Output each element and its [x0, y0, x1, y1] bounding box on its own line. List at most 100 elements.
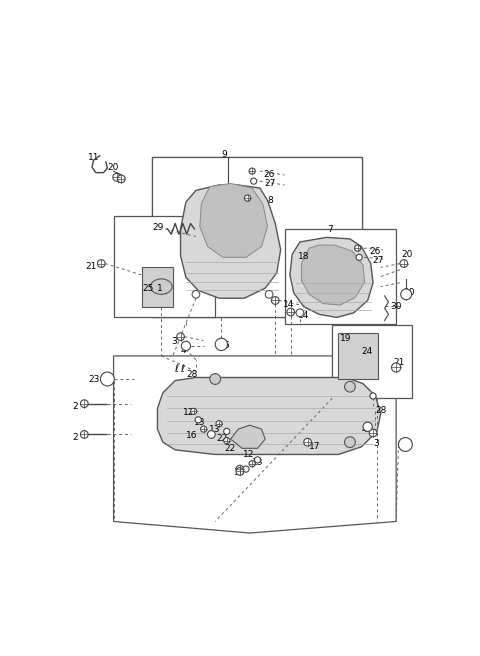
Text: ℓ: ℓ — [180, 363, 184, 374]
Polygon shape — [114, 356, 396, 533]
Text: 10: 10 — [404, 288, 415, 297]
Text: 21: 21 — [394, 358, 405, 367]
Text: 12: 12 — [243, 450, 254, 459]
Text: 18: 18 — [299, 252, 310, 261]
Circle shape — [236, 468, 244, 475]
Circle shape — [251, 178, 257, 184]
Circle shape — [207, 430, 215, 438]
Circle shape — [244, 195, 251, 201]
Polygon shape — [301, 245, 365, 305]
Circle shape — [195, 417, 201, 423]
Text: 4: 4 — [180, 346, 186, 355]
Polygon shape — [200, 184, 267, 257]
Circle shape — [400, 260, 408, 268]
Circle shape — [345, 437, 355, 447]
Circle shape — [345, 381, 355, 392]
Text: 26: 26 — [263, 170, 274, 178]
Text: 2: 2 — [73, 433, 78, 442]
Circle shape — [296, 309, 304, 317]
Circle shape — [177, 333, 184, 340]
Text: 19: 19 — [340, 335, 351, 343]
Bar — [285, 229, 396, 323]
Text: 25: 25 — [142, 284, 154, 293]
Text: 22: 22 — [217, 434, 228, 443]
Text: 23: 23 — [88, 375, 99, 384]
Circle shape — [254, 457, 261, 463]
Circle shape — [392, 363, 401, 372]
Text: 3: 3 — [171, 337, 177, 346]
Circle shape — [243, 466, 249, 472]
Circle shape — [81, 400, 88, 407]
Bar — [152, 157, 361, 318]
Circle shape — [113, 173, 120, 181]
Text: 3: 3 — [373, 439, 379, 448]
Bar — [338, 333, 378, 379]
Circle shape — [249, 168, 255, 174]
Text: 14: 14 — [299, 311, 310, 320]
Circle shape — [271, 297, 279, 304]
Polygon shape — [157, 377, 381, 455]
Circle shape — [100, 372, 114, 386]
Circle shape — [201, 426, 207, 432]
Text: 28: 28 — [186, 370, 197, 379]
Text: 13: 13 — [252, 458, 264, 466]
Circle shape — [398, 438, 412, 451]
Polygon shape — [290, 237, 373, 318]
Text: 13: 13 — [209, 425, 220, 434]
Text: ℓ: ℓ — [174, 363, 179, 374]
Circle shape — [304, 438, 312, 446]
Text: 29: 29 — [152, 224, 163, 232]
Circle shape — [210, 374, 221, 384]
Circle shape — [363, 422, 372, 432]
Text: 27: 27 — [372, 256, 384, 265]
Text: 13: 13 — [193, 417, 205, 426]
Text: 14: 14 — [283, 300, 294, 310]
Bar — [152, 157, 361, 318]
Polygon shape — [180, 185, 281, 298]
Text: 1: 1 — [157, 284, 163, 293]
Circle shape — [224, 428, 230, 434]
Bar — [114, 216, 215, 318]
Text: 17: 17 — [309, 442, 321, 451]
Text: 9: 9 — [222, 150, 228, 159]
Text: 30: 30 — [391, 302, 402, 311]
Text: 21: 21 — [86, 262, 97, 271]
Circle shape — [265, 291, 273, 298]
Circle shape — [216, 420, 222, 427]
Circle shape — [369, 429, 377, 437]
Circle shape — [355, 245, 361, 251]
Bar — [332, 325, 411, 398]
Text: 22: 22 — [225, 443, 236, 453]
Circle shape — [236, 465, 244, 473]
Circle shape — [356, 255, 362, 260]
Text: 2: 2 — [73, 402, 78, 411]
Text: 20: 20 — [108, 163, 119, 173]
Circle shape — [191, 408, 197, 415]
Circle shape — [215, 338, 228, 350]
Circle shape — [224, 438, 230, 443]
Polygon shape — [230, 425, 265, 448]
Text: 12: 12 — [183, 408, 194, 417]
Text: 28: 28 — [375, 406, 387, 415]
Ellipse shape — [151, 279, 172, 295]
Circle shape — [287, 308, 295, 316]
Circle shape — [97, 260, 105, 268]
Text: 20: 20 — [402, 250, 413, 258]
Text: 15: 15 — [234, 468, 246, 476]
Bar — [142, 268, 173, 308]
Text: 11: 11 — [88, 154, 100, 163]
Text: 6: 6 — [223, 340, 228, 350]
Text: 8: 8 — [267, 195, 273, 205]
Circle shape — [81, 430, 88, 438]
Circle shape — [192, 291, 200, 298]
Text: 24: 24 — [361, 346, 373, 356]
Circle shape — [401, 289, 411, 300]
Circle shape — [249, 461, 255, 467]
Text: 7: 7 — [327, 225, 333, 234]
Text: 27: 27 — [264, 179, 276, 188]
Circle shape — [370, 393, 376, 399]
Text: 16: 16 — [186, 432, 197, 440]
Text: 26: 26 — [369, 247, 381, 256]
Text: 23: 23 — [398, 441, 409, 449]
Text: 4: 4 — [361, 425, 367, 434]
